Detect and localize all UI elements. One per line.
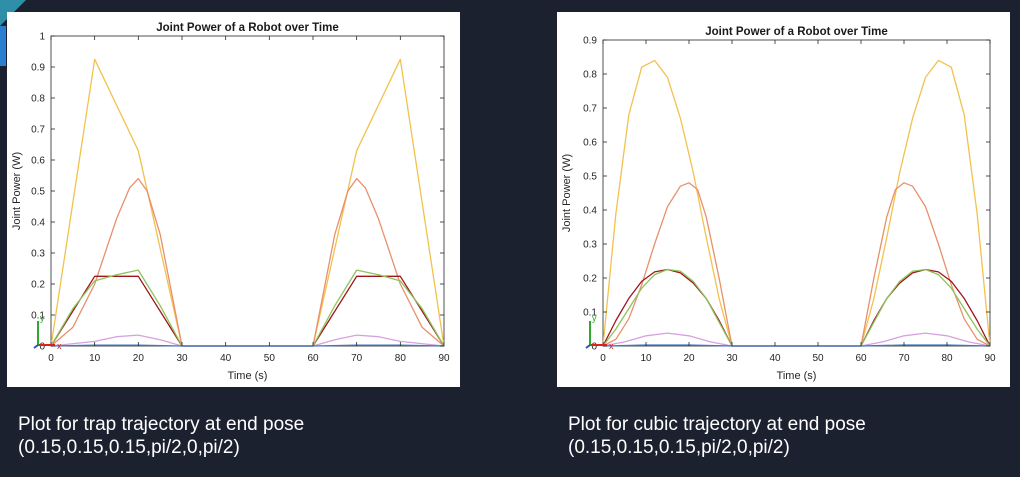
series-line-6: [602, 344, 991, 347]
y-tick-label: 0.1: [583, 308, 597, 319]
y-tick-label: 0.9: [583, 36, 597, 47]
y-tick-label: 0.7: [31, 125, 45, 136]
y-tick-label: 0.8: [31, 94, 45, 105]
y-tick-label: 0.3: [31, 249, 45, 260]
x-tick-label: 40: [769, 353, 781, 364]
y-tick-label: 0.4: [31, 218, 45, 229]
series-line-3: [50, 275, 445, 347]
y-tick-label: 0.7: [583, 104, 597, 115]
y-tick-label: 0.4: [583, 206, 597, 217]
x-tick-label: 70: [898, 353, 910, 364]
chart-trap: 0 10 20 30 40 50 60 70 80 90 0 0.1 0.2 0.3 0.4 0.5 0.6 0.…: [11, 22, 450, 382]
x-tick-label: 0: [48, 353, 54, 364]
series-line-5: [602, 332, 991, 347]
x-tick-label: 90: [984, 353, 996, 364]
x-axis-label: Time (s): [777, 370, 817, 382]
x-tick-label: 80: [395, 353, 407, 364]
x-tick-label: 0: [600, 353, 606, 364]
x-axis-label: Time (s): [228, 370, 268, 382]
x-tick-label: 50: [264, 353, 276, 364]
y-tick-label: 0.6: [31, 156, 45, 167]
y-tick-label: 0: [591, 342, 597, 353]
y-tick-label: 0.3: [583, 240, 597, 251]
y-tick-label: 0.1: [31, 311, 45, 322]
x-tick-label: 90: [438, 353, 450, 364]
x-tick-label: 30: [176, 353, 188, 364]
series-line-5: [50, 334, 445, 347]
triad-x-label: x: [609, 341, 614, 351]
chart-panel-cubic: 0 10 20 30 40 50 60 70 80 90 0 0.1 0.2 0.3 0.4 0.5 0.6 0.…: [557, 12, 1010, 387]
plot-area-frame: [50, 35, 445, 347]
y-tick-label: 0.2: [31, 280, 45, 291]
triad-z-axis: [33, 344, 39, 349]
series-line-1: [602, 59, 991, 347]
x-tick-label: 70: [351, 353, 363, 364]
x-tick-label: 60: [855, 353, 867, 364]
y-tick-label: 0.5: [583, 172, 597, 183]
x-tick-label: 60: [307, 353, 319, 364]
slide-side-accent: [0, 26, 6, 66]
series-line-6: [50, 344, 445, 347]
x-tick-label: 10: [89, 353, 101, 364]
caption-trap-line2: (0.15,0.15,0.15,pi/2,0,pi/2): [18, 437, 240, 458]
caption-trap: Plot for trap trajectory at end pose (0.…: [18, 413, 304, 459]
y-axis-label: Joint Power (W): [11, 152, 23, 230]
x-tick-label: 20: [133, 353, 145, 364]
triad-y-label: y: [592, 313, 597, 323]
chart-title: Joint Power of a Robot over Time: [156, 22, 339, 34]
series-line-4: [50, 269, 445, 347]
triad-z-axis: [585, 344, 591, 349]
y-axis-label: Joint Power (W): [561, 154, 573, 232]
x-tick-label: 40: [220, 353, 232, 364]
plot-area-frame: [602, 39, 991, 347]
chart-panel-trap: 0 10 20 30 40 50 60 70 80 90 0 0.1 0.2 0.3 0.4 0.5 0.6 0.…: [7, 12, 460, 387]
triad-y-label: y: [40, 313, 45, 323]
caption-cubic: Plot for cubic trajectory at end pose (0…: [568, 413, 866, 459]
chart-title: Joint Power of a Robot over Time: [705, 26, 888, 38]
y-tick-label: 0.9: [31, 63, 45, 74]
caption-cubic-line1: Plot for cubic trajectory at end pose: [568, 414, 866, 435]
y-tick-label: 0.6: [583, 138, 597, 149]
chart-cubic: 0 10 20 30 40 50 60 70 80 90 0 0.1 0.2 0.3 0.4 0.5 0.6 0.…: [561, 26, 996, 382]
x-tick-label: 10: [640, 353, 652, 364]
x-tick-label: 80: [941, 353, 953, 364]
y-tick-label: 0.5: [31, 187, 45, 198]
x-tick-label: 30: [726, 353, 738, 364]
series-line-2: [50, 177, 445, 347]
y-tick-label: 0.8: [583, 70, 597, 81]
y-tick-label: 0: [39, 342, 45, 353]
triad-x-label: x: [57, 341, 62, 351]
caption-trap-line1: Plot for trap trajectory at end pose: [18, 414, 305, 435]
series-line-2: [602, 182, 991, 347]
caption-cubic-line2: (0.15,0.15,0.15,pi/2,0,pi/2): [568, 437, 790, 458]
series-line-1: [50, 58, 445, 347]
y-tick-label: 0.2: [583, 274, 597, 285]
x-tick-label: 20: [683, 353, 695, 364]
y-tick-label: 1: [39, 32, 45, 43]
x-tick-label: 50: [812, 353, 824, 364]
